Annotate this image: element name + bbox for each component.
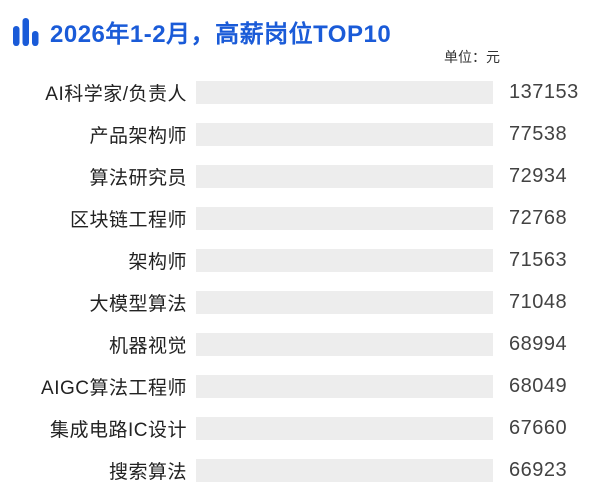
bar-row: 搜索算法 66923 [0, 449, 604, 491]
bar-track [196, 332, 493, 356]
bar-value: 68994 [509, 332, 568, 355]
chart-title: 2026年1-2月，高薪岗位TOP10 [50, 20, 392, 48]
bar-track [196, 416, 493, 440]
bar-value: 72768 [509, 206, 568, 229]
unit-label: 单位：元 [444, 49, 500, 65]
bar-label: 搜索算法 [108, 461, 187, 483]
bar-label: AI科学家/负责人 [45, 83, 187, 105]
bar-track [196, 164, 493, 188]
bar-row: 算法研究员 72934 [0, 155, 604, 197]
bar-label: 区块链工程师 [69, 209, 187, 231]
bar-row: 架构师 71563 [0, 239, 604, 281]
bar-label: 机器视觉 [108, 335, 187, 357]
bar-value: 137153 [509, 80, 579, 103]
bar-label: AIGC算法工程师 [41, 377, 187, 399]
bar-row: 集成电路IC设计 67660 [0, 407, 604, 449]
bar-row: 机器视觉 68994 [0, 323, 604, 365]
bar-value: 71563 [509, 248, 568, 271]
bar-row: 产品架构师 77538 [0, 113, 604, 155]
bar-value: 66923 [509, 458, 568, 481]
bar-value: 72934 [509, 164, 568, 187]
bar-track [196, 458, 493, 482]
bar-row: 区块链工程师 72768 [0, 197, 604, 239]
bar-row: AIGC算法工程师 68049 [0, 365, 604, 407]
bar-track [196, 248, 493, 272]
bar-label: 产品架构师 [89, 125, 187, 147]
bar-track [196, 290, 493, 314]
bar-track [196, 80, 493, 104]
bar-label: 集成电路IC设计 [49, 419, 187, 441]
bar-row: AI科学家/负责人 137153 [0, 71, 604, 113]
bar-label: 大模型算法 [89, 293, 187, 315]
bar-value: 71048 [509, 290, 568, 313]
unit-row: 单位：元 [0, 48, 604, 67]
bar-value: 68049 [509, 374, 568, 397]
bar-chart-icon [12, 16, 40, 46]
bar-track [196, 374, 493, 398]
bar-rows: AI科学家/负责人 137153 产品架构师 77538 算法研究员 72934… [0, 71, 604, 491]
bar-row: 大模型算法 71048 [0, 281, 604, 323]
chart-header: 2026年1-2月，高薪岗位TOP10 [0, 0, 604, 48]
bar-value: 77538 [509, 122, 568, 145]
bar-track [196, 206, 493, 230]
bar-label: 架构师 [128, 251, 187, 273]
bar-label: 算法研究员 [89, 167, 187, 189]
bar-track [196, 122, 493, 146]
bar-value: 67660 [509, 416, 568, 439]
